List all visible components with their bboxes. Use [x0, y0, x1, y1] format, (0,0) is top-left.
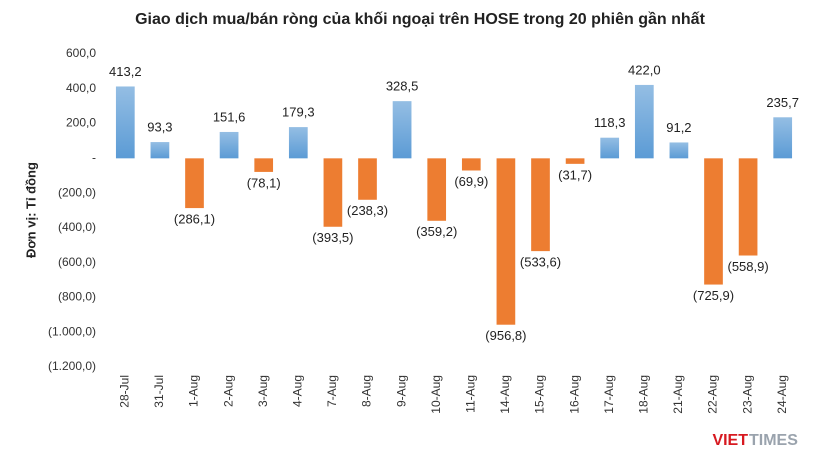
value-label: 93,3 — [147, 120, 172, 135]
x-tick-label: 2-Aug — [221, 375, 235, 407]
value-label: 328,5 — [386, 79, 419, 94]
y-tick-label: 400,0 — [66, 81, 96, 95]
x-tick-label: 16-Aug — [567, 375, 581, 414]
value-label: (31,7) — [558, 167, 592, 182]
y-tick-label: (600,0) — [58, 255, 96, 269]
bar — [392, 101, 412, 159]
x-tick-label: 8-Aug — [360, 375, 374, 407]
bar — [150, 142, 170, 159]
value-label: (393,5) — [312, 230, 353, 245]
value-label: 235,7 — [766, 95, 799, 110]
y-tick-label: - — [92, 151, 96, 165]
value-label: (69,9) — [454, 174, 488, 189]
bar — [738, 158, 758, 256]
bar — [219, 131, 239, 159]
bar — [531, 158, 550, 252]
y-tick-label: 600,0 — [66, 46, 96, 60]
y-tick-label: 200,0 — [66, 116, 96, 130]
value-label: 151,6 — [213, 109, 246, 124]
value-label: 179,3 — [282, 105, 315, 120]
y-tick-label: (800,0) — [58, 290, 96, 304]
x-tick-label: 18-Aug — [636, 375, 650, 414]
x-tick-label: 14-Aug — [498, 375, 512, 414]
bar — [288, 127, 308, 159]
x-tick-label: 1-Aug — [187, 375, 201, 407]
y-tick-label: (1.200,0) — [48, 359, 96, 373]
bar — [496, 158, 516, 325]
x-tick-label: 15-Aug — [533, 375, 547, 414]
x-tick-label: 3-Aug — [256, 375, 270, 407]
bar — [565, 158, 585, 164]
value-label: (238,3) — [347, 203, 388, 218]
value-label: (956,8) — [485, 328, 526, 343]
x-tick-label: 7-Aug — [325, 375, 339, 407]
value-label: (78,1) — [247, 175, 281, 190]
x-tick-label: 28-Jul — [117, 375, 131, 408]
y-axis-title: Đơn vị: Tỉ đồng — [23, 162, 38, 258]
x-tick-label: 23-Aug — [740, 375, 754, 414]
bar — [669, 142, 689, 159]
bar — [427, 158, 447, 221]
value-label: 422,0 — [628, 62, 661, 77]
value-label: (725,9) — [693, 288, 734, 303]
y-tick-label: (1.000,0) — [48, 324, 96, 338]
logo: VIET TIMES — [712, 432, 798, 449]
x-tick-label: 21-Aug — [671, 375, 685, 414]
x-tick-label: 31-Jul — [152, 375, 166, 408]
bar — [115, 86, 135, 159]
value-label: (286,1) — [174, 212, 215, 227]
bar — [600, 137, 620, 159]
value-label: 413,2 — [109, 64, 142, 79]
bar — [358, 158, 377, 200]
chart-title: Giao dịch mua/bán ròng của khối ngoại tr… — [135, 11, 706, 28]
bar — [461, 158, 481, 171]
y-tick-label: (200,0) — [58, 185, 96, 199]
bar — [323, 158, 343, 227]
x-tick-label: 22-Aug — [706, 375, 720, 414]
x-tick-label: 9-Aug — [394, 375, 408, 407]
x-tick-label: 24-Aug — [775, 375, 789, 414]
x-tick-label: 11-Aug — [463, 375, 477, 413]
value-label: 118,3 — [594, 115, 626, 130]
value-label: (359,2) — [416, 224, 457, 239]
bar — [254, 158, 274, 172]
value-label: (533,6) — [520, 255, 561, 270]
value-label: (558,9) — [727, 259, 768, 274]
bar — [704, 158, 723, 285]
value-label: 91,2 — [666, 120, 691, 135]
bar — [185, 158, 204, 209]
bar — [773, 117, 793, 159]
x-tick-label: 4-Aug — [290, 375, 304, 407]
x-tick-label: 17-Aug — [602, 375, 616, 414]
logo-part: VIET — [712, 432, 748, 449]
logo-part: TIMES — [749, 432, 798, 449]
x-tick-label: 10-Aug — [429, 375, 443, 414]
y-tick-label: (400,0) — [58, 220, 96, 234]
bar — [634, 84, 654, 159]
